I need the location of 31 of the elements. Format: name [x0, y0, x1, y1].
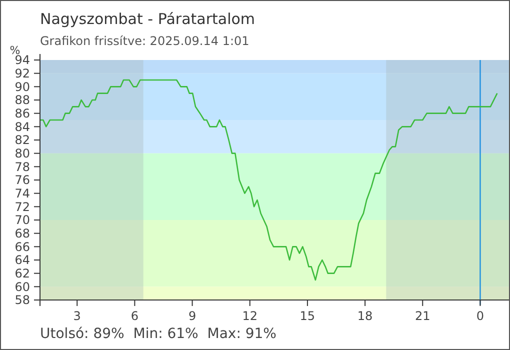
y-tick-label: 78	[14, 160, 30, 174]
y-tick-label: 70	[14, 213, 30, 228]
y-tick-label: 86	[14, 106, 30, 121]
y-tick-label: 82	[14, 133, 30, 148]
y-tick-label: 62	[14, 266, 30, 281]
y-tick-label: 92	[14, 66, 30, 81]
y-tick-label: 76	[14, 173, 30, 188]
line-series	[39, 79, 498, 281]
x-tick-label: 18	[357, 309, 373, 323]
y-tick-label: 68	[14, 226, 30, 241]
x-tick-label: 12	[242, 309, 258, 323]
y-tick-label: 74	[14, 186, 30, 201]
y-tick-label: 60	[14, 280, 30, 294]
y-tick-label: 72	[14, 200, 30, 214]
x-tick-label: 6	[130, 309, 139, 323]
x-tick-label: 21	[414, 309, 430, 323]
x-tick-label: 3	[73, 309, 81, 323]
x-tick-label: 0	[476, 309, 484, 323]
x-tick-label: 9	[188, 309, 196, 323]
y-tick-label: 66	[14, 240, 30, 254]
chart-title: Nagyszombat - Páratartalom	[40, 10, 256, 28]
text: Utolsó: 89% Min: 61% Max: 91%	[40, 326, 276, 342]
y-tick-label: 90	[14, 80, 30, 94]
y-tick-label: 64	[14, 253, 30, 268]
y-tick-label: 84	[14, 120, 30, 134]
y-tick-label: 94	[14, 53, 30, 68]
y-tick-label: 80	[14, 146, 30, 161]
chart-subtitle: Grafikon frissítve: 2025.09.14 1:01	[40, 34, 250, 48]
y-tick-label: 58	[14, 293, 30, 308]
x-tick-label: 15	[300, 309, 316, 323]
y-tick-label: 88	[14, 93, 30, 108]
